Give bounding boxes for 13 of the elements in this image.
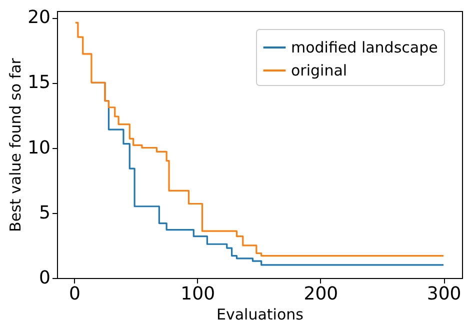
x-tick-label: 200 [304, 284, 338, 304]
y-tick-label: 10 [28, 137, 50, 158]
y-tick-label: 5 [39, 202, 50, 224]
y-tick-label: 20 [28, 7, 50, 28]
x-tick-label: 100 [180, 284, 216, 304]
y-axis-title: Best value found so far [6, 57, 25, 232]
x-tick-label: 0 [69, 284, 80, 304]
legend-label: modified landscape [291, 38, 438, 56]
y-tick-label: 0 [39, 268, 50, 288]
x-tick-label: 300 [426, 284, 462, 304]
legend-label: original [291, 62, 348, 80]
y-tick-label: 15 [28, 72, 50, 94]
x-axis-title: Evaluations [216, 306, 304, 324]
